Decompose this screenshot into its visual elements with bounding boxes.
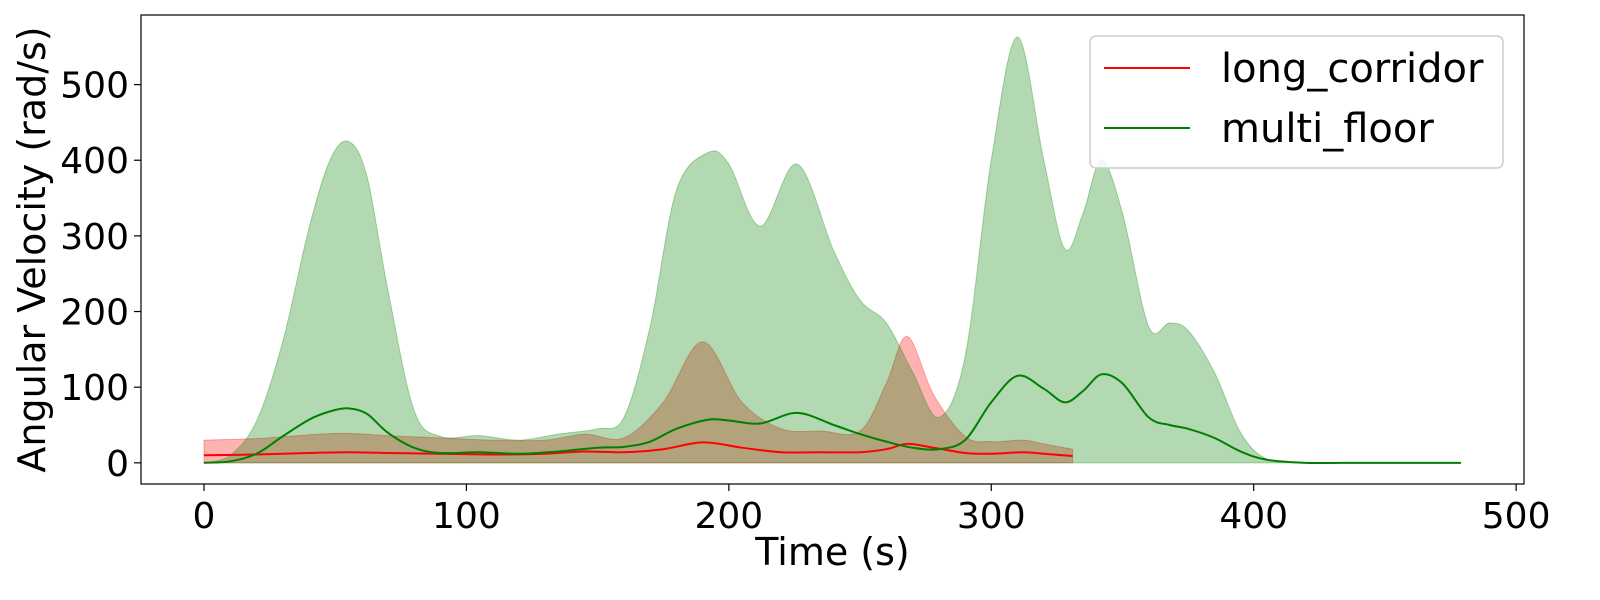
x-tick-label: 300 <box>957 496 1026 537</box>
x-axis: 0 100 200 300 400 500 <box>193 484 1551 537</box>
y-axis-label: Angular Velocity (rad/s) <box>10 26 54 472</box>
x-tick-label: 0 <box>193 496 216 537</box>
lines-layer <box>203 373 1462 465</box>
y-tick-label: 0 <box>106 444 129 485</box>
y-tick-label: 300 <box>60 217 129 258</box>
legend-label-multi-floor: multi_floor <box>1221 106 1434 152</box>
legend-box <box>1089 35 1504 169</box>
line-multi-floor <box>203 373 1462 465</box>
y-tick-label: 500 <box>60 66 129 107</box>
legend-label-long-corridor: long_corridor <box>1221 46 1484 92</box>
x-tick-label: 100 <box>432 496 501 537</box>
y-tick-label: 100 <box>60 368 129 409</box>
y-tick-label: 200 <box>60 293 129 334</box>
y-axis: 0 100 200 300 400 500 <box>60 66 141 485</box>
x-axis-label: Time (s) <box>754 530 910 574</box>
line-long-corridor <box>203 441 1073 458</box>
legend: long_corridor multi_floor <box>1089 35 1504 169</box>
y-tick-label: 400 <box>60 141 129 182</box>
x-tick-label: 400 <box>1219 496 1288 537</box>
x-tick-label: 500 <box>1482 496 1551 537</box>
plot-frame <box>140 14 1525 485</box>
x-tick-label: 200 <box>694 496 763 537</box>
bands-layer <box>203 36 1462 464</box>
band-long-corridor <box>203 335 1074 464</box>
